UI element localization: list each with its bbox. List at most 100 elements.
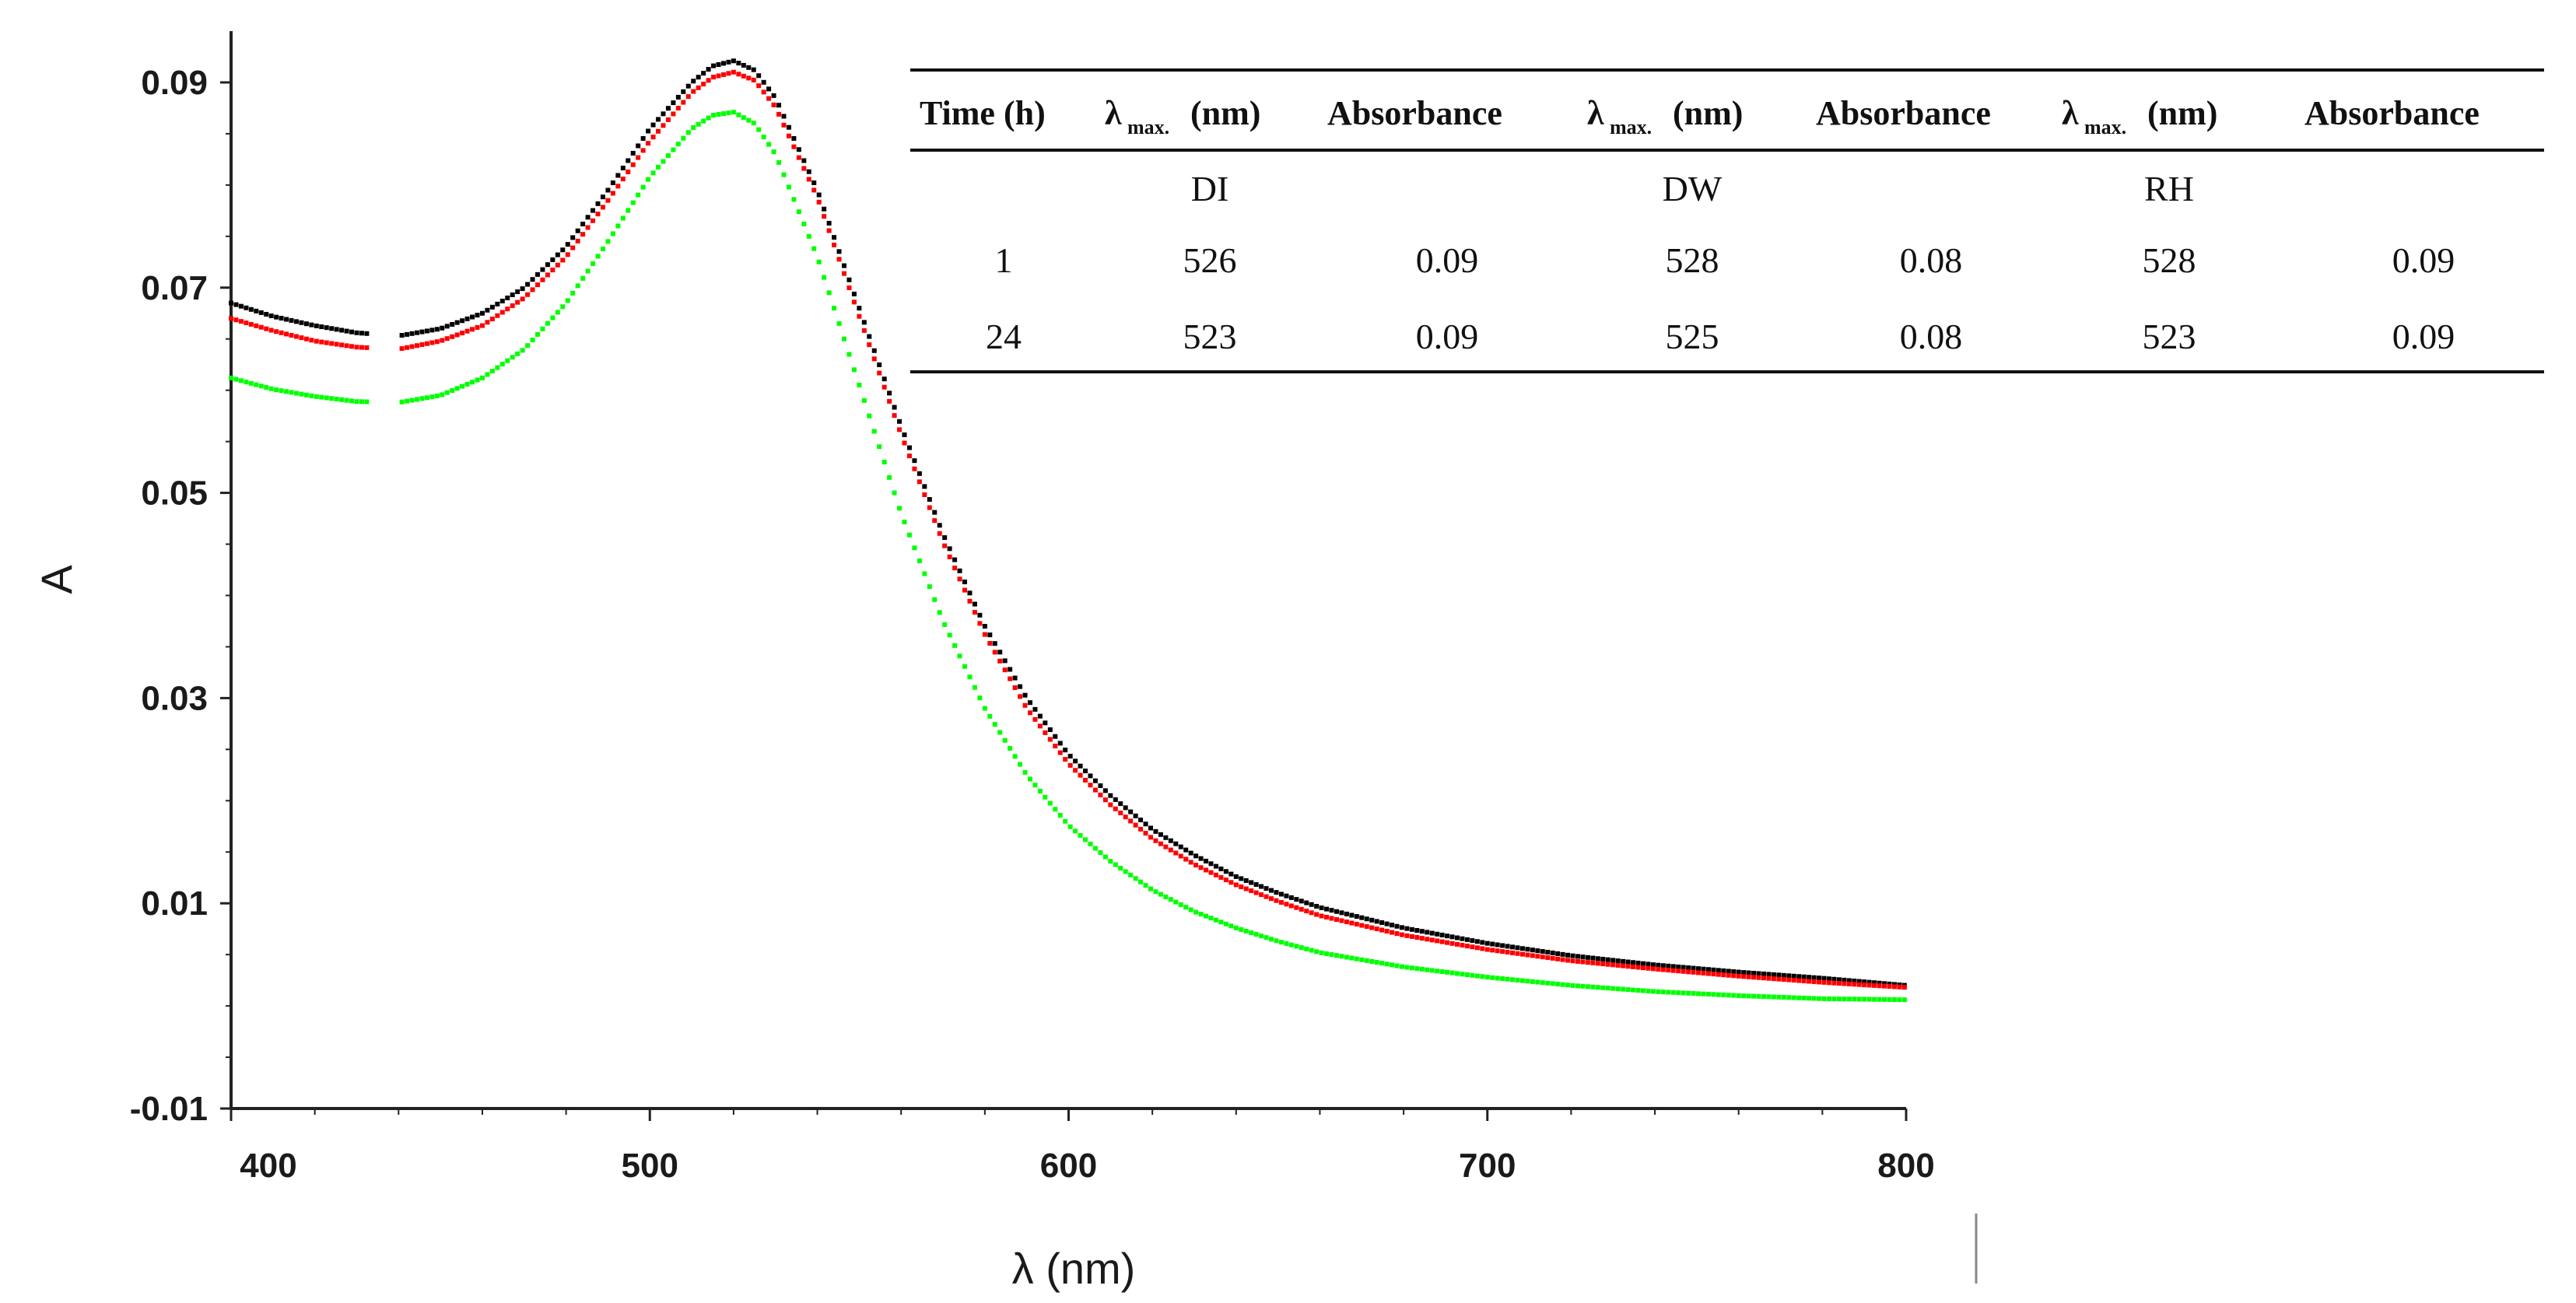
series-point xyxy=(806,177,811,182)
series-point xyxy=(691,89,696,94)
series-point xyxy=(1852,997,1857,1002)
series-point xyxy=(1218,874,1224,880)
series-point xyxy=(1183,856,1189,862)
series-point xyxy=(1263,894,1269,899)
series-point xyxy=(419,396,425,401)
series-point xyxy=(761,89,766,95)
series-point xyxy=(1043,720,1048,726)
series-point xyxy=(1836,981,1842,986)
series-point xyxy=(1856,979,1862,984)
series-point xyxy=(857,313,862,319)
series-point xyxy=(897,427,902,433)
series-point xyxy=(479,323,485,328)
series-point xyxy=(1078,763,1083,769)
series-point xyxy=(832,306,837,311)
series-point xyxy=(1490,975,1495,980)
series-point xyxy=(796,155,801,160)
series-point xyxy=(1032,706,1038,712)
series-point xyxy=(479,310,485,316)
series-point xyxy=(1057,741,1063,746)
series-point xyxy=(1369,958,1375,964)
table-cell: 0.09 xyxy=(1416,240,1479,280)
series-point xyxy=(1102,797,1108,803)
series-point xyxy=(1294,944,1299,949)
series-point xyxy=(1304,909,1309,914)
series-point xyxy=(630,150,636,156)
y-tick-label: 0.03 xyxy=(141,679,208,717)
series-point xyxy=(440,325,445,331)
series-point xyxy=(1891,982,1897,987)
series-point xyxy=(454,386,460,391)
series-point xyxy=(836,249,842,254)
series-point xyxy=(1243,886,1249,891)
series-point xyxy=(1339,954,1344,959)
series-point xyxy=(1233,925,1239,930)
series-point xyxy=(1801,979,1807,984)
series-point xyxy=(1032,716,1038,722)
series-point xyxy=(1540,980,1545,986)
series-point xyxy=(1334,953,1339,958)
series-point xyxy=(620,177,626,182)
series-point xyxy=(1887,997,1892,1002)
series-point xyxy=(464,328,470,334)
series-point xyxy=(1123,814,1128,820)
series-point xyxy=(1570,983,1575,988)
series-point xyxy=(284,389,289,394)
series-point xyxy=(1480,974,1485,979)
series-point xyxy=(1460,936,1465,941)
series-point xyxy=(1660,990,1666,995)
series-point xyxy=(248,306,254,312)
series-point xyxy=(595,201,601,206)
table-cell: 523 xyxy=(1183,317,1237,356)
series-point xyxy=(429,394,435,400)
series-point xyxy=(1490,947,1495,953)
series-point xyxy=(264,311,269,317)
series-point xyxy=(816,199,822,205)
series-point xyxy=(1560,951,1565,957)
series-point xyxy=(1108,859,1113,864)
y-tick-label: 0.05 xyxy=(141,475,208,513)
series-point xyxy=(349,398,355,404)
series-point xyxy=(254,308,259,313)
series-point xyxy=(1047,727,1053,733)
series-point xyxy=(1595,961,1600,966)
series-point xyxy=(1500,949,1505,954)
series-point xyxy=(781,172,787,177)
series-point xyxy=(1781,995,1786,1000)
series-point xyxy=(1691,991,1696,997)
series-point xyxy=(1239,884,1244,889)
series-point xyxy=(364,345,370,350)
series-point xyxy=(1670,968,1676,973)
series-point xyxy=(238,303,244,309)
series-point xyxy=(1484,947,1490,952)
table-header-cell: max. xyxy=(1610,116,1652,138)
series-point xyxy=(309,393,314,398)
series-point xyxy=(1414,966,1420,972)
series-point xyxy=(781,122,787,128)
series-point xyxy=(1359,923,1365,928)
series-point xyxy=(1605,961,1610,967)
series-red xyxy=(229,69,1907,990)
series-point xyxy=(248,321,254,327)
series-point xyxy=(414,343,419,349)
series-point xyxy=(339,342,345,348)
series-point xyxy=(1676,968,1681,974)
y-axis-title: A xyxy=(32,565,81,594)
series-point xyxy=(1163,894,1169,899)
series-point xyxy=(1043,730,1048,735)
series-point xyxy=(339,328,345,333)
series-point xyxy=(1736,973,1741,979)
series-point xyxy=(1379,961,1385,966)
series-point xyxy=(1118,801,1123,807)
series-point xyxy=(706,67,711,72)
series-point xyxy=(1615,962,1621,968)
table-header-cell: λ xyxy=(1105,94,1122,132)
series-point xyxy=(359,345,364,350)
series-point xyxy=(1228,871,1234,877)
series-point xyxy=(550,268,556,273)
table-header-cell: Absorbance xyxy=(1327,94,1502,132)
series-point xyxy=(268,328,274,333)
series-point xyxy=(881,460,887,464)
series-point xyxy=(626,208,631,213)
series-point xyxy=(751,67,756,72)
